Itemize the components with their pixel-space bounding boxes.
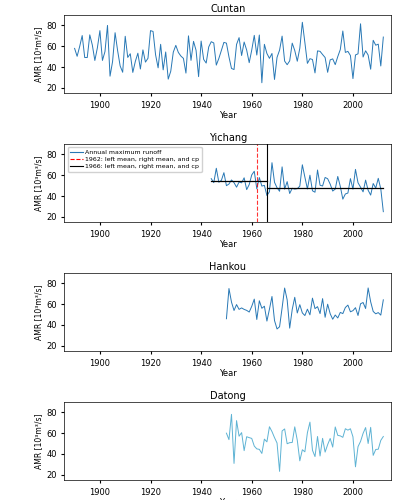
X-axis label: Year: Year xyxy=(219,498,237,500)
Title: Datong: Datong xyxy=(210,391,245,401)
X-axis label: Year: Year xyxy=(219,369,237,378)
Y-axis label: AMR [10³m³/s]: AMR [10³m³/s] xyxy=(34,26,44,82)
Title: Yichang: Yichang xyxy=(209,133,247,143)
Y-axis label: AMR [10³m³/s]: AMR [10³m³/s] xyxy=(34,413,44,469)
X-axis label: Year: Year xyxy=(219,111,237,120)
Title: Hankou: Hankou xyxy=(209,262,246,272)
Y-axis label: AMR [10³m³/s]: AMR [10³m³/s] xyxy=(34,156,44,211)
Legend: Annual maximum runoff, 1962: left mean, right mean, and cp, 1966: left mean, rig: Annual maximum runoff, 1962: left mean, … xyxy=(68,147,202,172)
Title: Cuntan: Cuntan xyxy=(210,4,245,14)
Y-axis label: AMR [10³m³/s]: AMR [10³m³/s] xyxy=(34,284,44,340)
X-axis label: Year: Year xyxy=(219,240,237,249)
